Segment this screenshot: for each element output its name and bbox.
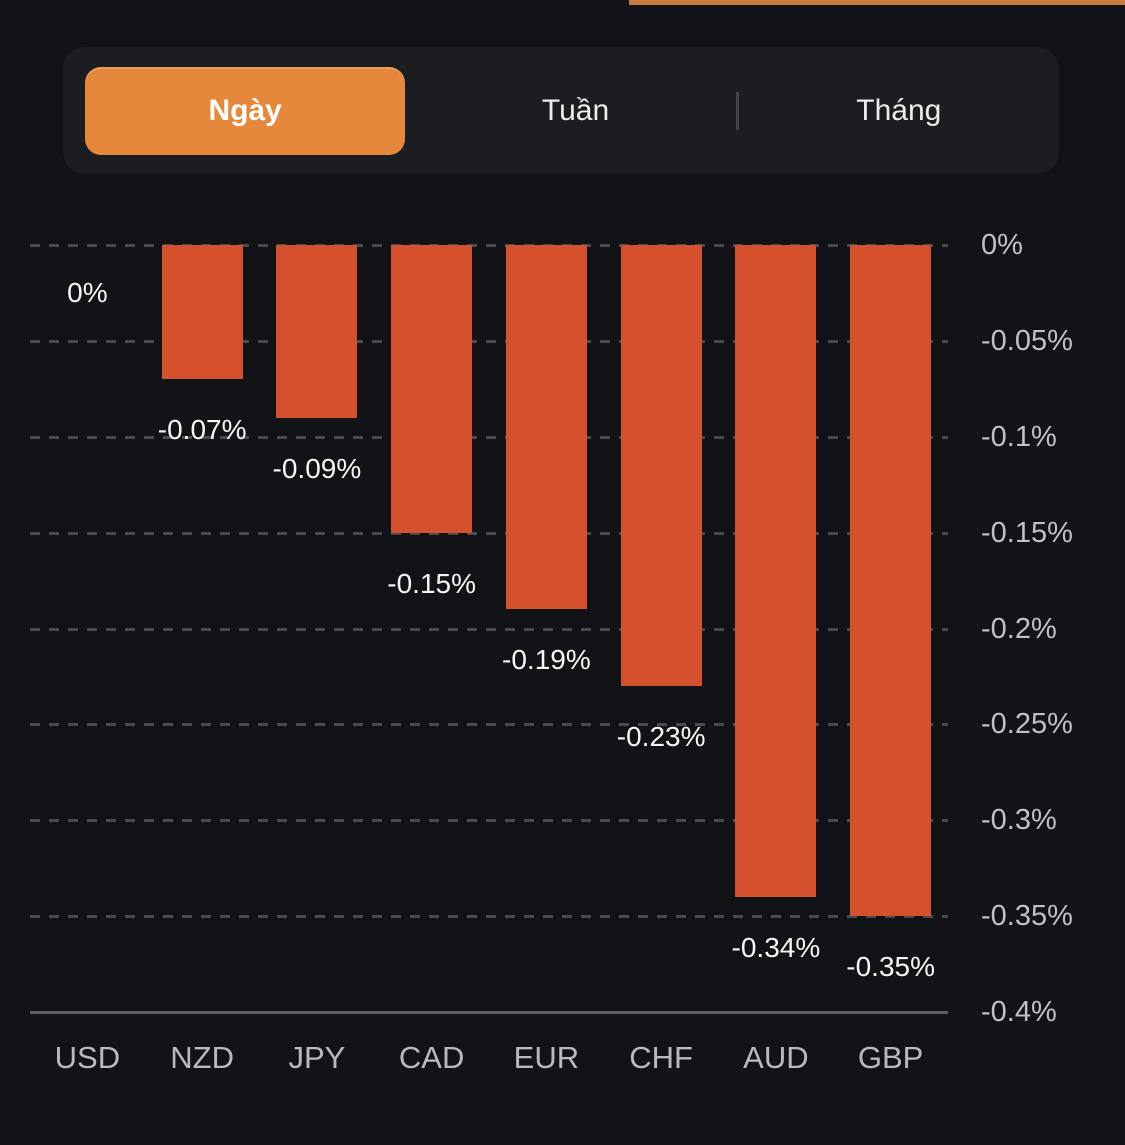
gridline <box>30 627 948 631</box>
timeframe-segmented-control: Ngày Tuần Tháng <box>63 47 1059 174</box>
gridline <box>30 244 948 247</box>
y-tick-label: -0.4% <box>981 996 1057 1028</box>
tab-day[interactable]: Ngày <box>85 66 406 155</box>
tab-month[interactable]: Tháng <box>739 67 1059 155</box>
bar-value-label-aud: -0.34% <box>731 932 821 963</box>
bar-value-label-cad: -0.15% <box>387 568 476 599</box>
bar-eur[interactable] <box>505 245 587 609</box>
gridline <box>30 435 948 439</box>
segment-divider <box>735 91 739 130</box>
bar-value-label-gbp: -0.35% <box>846 951 935 982</box>
bar-nzd[interactable] <box>161 245 243 379</box>
y-tick-label: 0% <box>981 229 1023 261</box>
bar-aud[interactable] <box>735 245 817 897</box>
bar-jpy[interactable] <box>276 245 358 418</box>
x-tick-label-jpy: JPY <box>288 1040 346 1075</box>
y-tick-label: -0.35% <box>981 900 1073 933</box>
x-tick-label-usd: USD <box>54 1040 121 1075</box>
tab-week[interactable]: Tuần <box>415 67 735 155</box>
y-tick-label: -0.25% <box>981 708 1073 741</box>
bar-cad[interactable] <box>391 245 473 533</box>
x-tick-label-eur: EUR <box>513 1040 580 1075</box>
y-tick-label: -0.2% <box>981 612 1057 645</box>
bar-value-label-usd: 0% <box>67 277 108 308</box>
gridline <box>30 723 948 727</box>
x-tick-label-nzd: NZD <box>170 1040 234 1075</box>
y-tick-label: -0.3% <box>981 804 1057 837</box>
gridline <box>30 819 948 823</box>
y-tick-label: -0.15% <box>981 516 1073 549</box>
x-tick-label-cad: CAD <box>398 1040 465 1075</box>
gridline <box>30 531 948 535</box>
bar-value-label-jpy: -0.09% <box>272 453 362 484</box>
bar-gbp[interactable] <box>850 245 932 916</box>
bar-value-label-eur: -0.19% <box>502 644 591 675</box>
bar-value-label-nzd: -0.07% <box>157 414 247 445</box>
gridline <box>30 339 948 343</box>
bar-chf[interactable] <box>620 245 702 686</box>
x-tick-label-chf: CHF <box>629 1040 693 1075</box>
bar-value-label-chf: -0.23% <box>616 721 706 752</box>
x-axis-baseline <box>30 1011 948 1014</box>
x-tick-label-gbp: GBP <box>857 1040 924 1075</box>
gridline <box>30 915 948 919</box>
y-tick-label: -0.05% <box>981 324 1073 357</box>
top-tab-accent-line <box>629 0 1125 5</box>
y-tick-label: -0.1% <box>981 420 1057 453</box>
x-tick-label-aud: AUD <box>743 1040 809 1075</box>
